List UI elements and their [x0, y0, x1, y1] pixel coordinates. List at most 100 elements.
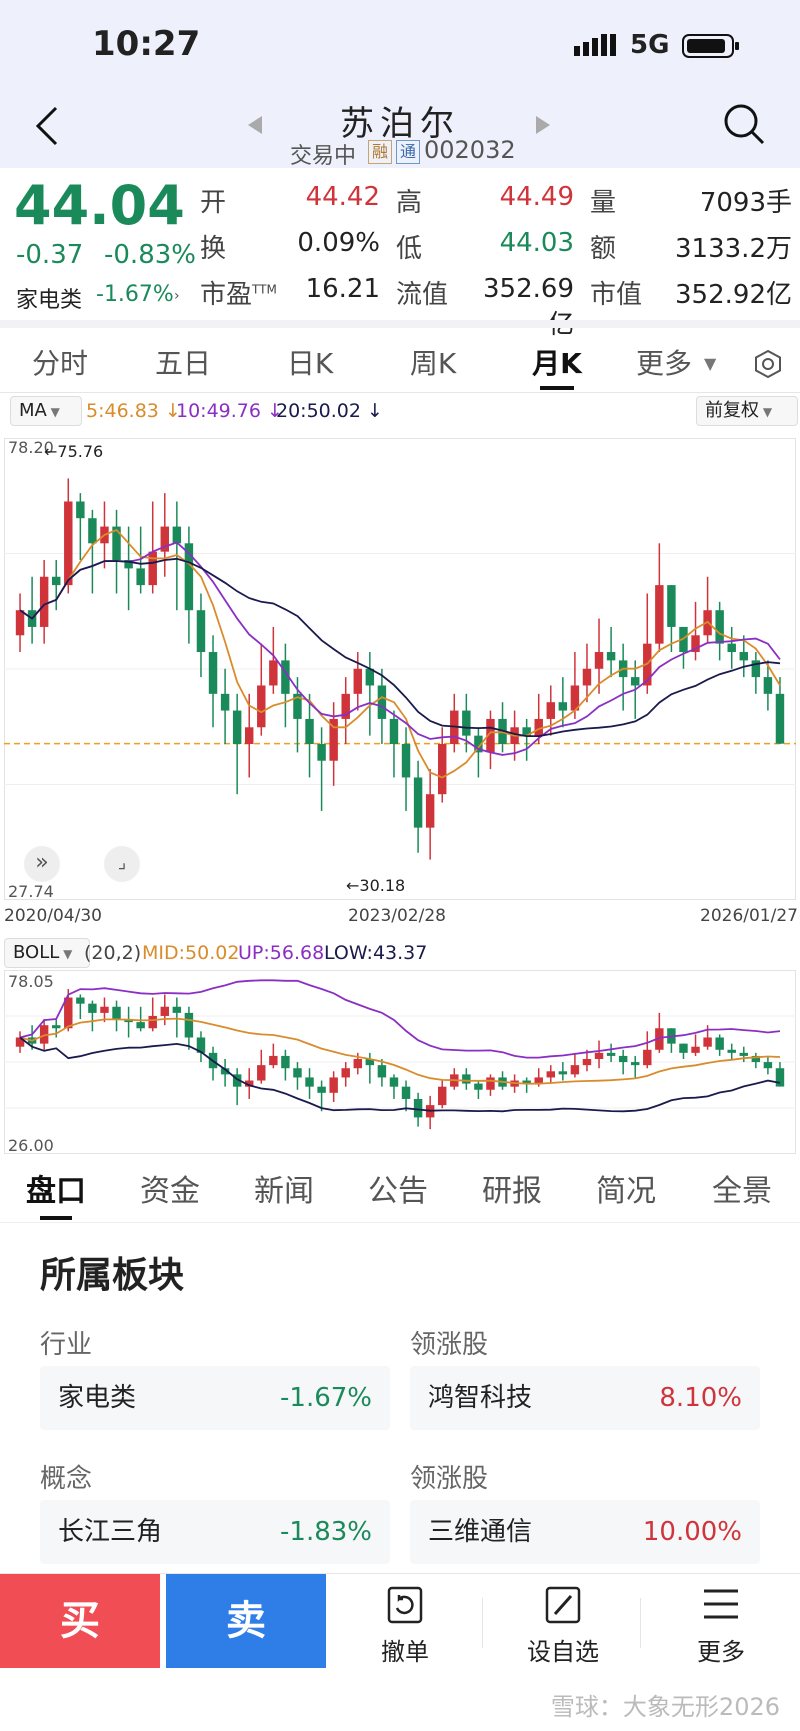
boll-mid-line: [19, 1017, 781, 1085]
tab-announcement[interactable]: 公告: [368, 1174, 428, 1209]
candle-body: [739, 1052, 749, 1056]
industry-change: -1.67%: [280, 1383, 372, 1413]
candle-body: [112, 526, 121, 561]
tab-panel[interactable]: 盘口: [26, 1174, 86, 1209]
low-label: 低: [396, 234, 423, 264]
candle-body: [534, 1077, 543, 1084]
high-annotation: ←75.76: [44, 442, 104, 461]
period-tabs: 分时 五日 日K 周K 月K 更多 ▼: [0, 336, 800, 393]
industry-cell[interactable]: 家电类 -1.67%: [40, 1366, 390, 1430]
boll-up: UP:56.68: [238, 942, 325, 964]
candle-body: [389, 1077, 399, 1087]
adjust-select[interactable]: 前复权 ▼: [696, 396, 798, 426]
tab-research[interactable]: 研报: [482, 1174, 542, 1209]
candle-body: [751, 1055, 761, 1063]
open-label: 开: [200, 188, 227, 218]
candle-body: [88, 518, 97, 544]
candle-body: [353, 668, 363, 694]
candle-body: [257, 685, 266, 728]
concept-leader-cell[interactable]: 三维通信 10.00%: [410, 1500, 760, 1564]
cancel-order-button[interactable]: 撤单: [350, 1574, 460, 1670]
ma10-value: 10:49.76 ↓: [176, 400, 283, 422]
candle-body: [305, 718, 314, 745]
concept-cell[interactable]: 长江三角 -1.83%: [40, 1500, 390, 1564]
tab-more[interactable]: 更多: [635, 347, 692, 380]
candle-body: [570, 1065, 580, 1075]
ma10-line: [19, 541, 781, 756]
divider: [0, 320, 800, 328]
industry-leader-label: 领涨股: [410, 1330, 489, 1360]
candle-body: [437, 744, 447, 795]
tab-five-day[interactable]: 五日: [154, 347, 211, 380]
candle-body: [317, 1086, 326, 1093]
candle-body: [667, 585, 676, 627]
fullscreen-icon[interactable]: ⌟: [104, 846, 140, 882]
candle-body: [15, 610, 25, 636]
sell-button[interactable]: 卖: [166, 1574, 326, 1668]
tab-daily-k[interactable]: 日K: [286, 347, 334, 380]
boll-params: (20,2): [84, 942, 142, 964]
chevron-down-icon[interactable]: ▼: [704, 354, 717, 373]
candle-body: [39, 1025, 49, 1044]
tab-profile[interactable]: 简况: [596, 1174, 656, 1209]
buy-button[interactable]: 买: [0, 1574, 160, 1668]
ma-legend: MA ▼ 5:46.83 ↓ 10:49.76 ↓ 20:50.02 ↓ 前复权…: [0, 394, 800, 430]
candle-body: [232, 710, 242, 745]
monthly-k-chart[interactable]: [4, 438, 796, 900]
concept-leader-name: 三维通信: [428, 1517, 533, 1547]
candle-body: [715, 1037, 724, 1050]
tab-overview[interactable]: 全景: [712, 1174, 772, 1209]
indicator-select[interactable]: MA ▼: [10, 396, 82, 426]
candle-body: [112, 1006, 121, 1020]
x-tick-start: 2020/04/30: [4, 906, 102, 926]
price-change-pct: -0.83%: [104, 240, 196, 270]
tab-capital[interactable]: 资金: [140, 1174, 200, 1209]
add-watchlist-button[interactable]: 设自选: [508, 1574, 618, 1670]
high-value: 44.49: [499, 182, 574, 212]
candle-body: [606, 652, 616, 661]
tab-news[interactable]: 新闻: [254, 1174, 314, 1209]
candle-body: [630, 677, 640, 686]
candle-body: [425, 794, 435, 828]
tab-weekly-k[interactable]: 周K: [409, 347, 457, 380]
candle-body: [413, 1098, 423, 1118]
tab-intraday[interactable]: 分时: [31, 347, 88, 380]
concept-name: 长江三角: [58, 1517, 163, 1547]
settings-icon[interactable]: [752, 348, 784, 384]
candle-body: [281, 660, 290, 694]
float-cap-label: 流值: [396, 280, 449, 310]
industry-leader-change: 8.10%: [659, 1383, 742, 1413]
sector-name[interactable]: 家电类: [16, 288, 83, 313]
more-button[interactable]: 更多: [666, 1574, 776, 1670]
concept-leader-label: 领涨股: [410, 1464, 489, 1494]
back-icon[interactable]: [32, 104, 62, 152]
candle-body: [100, 1006, 109, 1013]
industry-leader-cell[interactable]: 鸿智科技 8.10%: [410, 1366, 760, 1430]
candle-body: [715, 610, 724, 644]
candle-body: [269, 660, 278, 686]
candle-body: [763, 1062, 773, 1069]
boll-chart[interactable]: [4, 970, 796, 1154]
boll-y-min: 26.00: [8, 1136, 54, 1155]
menu-icon: [704, 1589, 738, 1619]
candle-body: [643, 1049, 652, 1066]
sector-arrow-icon[interactable]: ›: [174, 288, 180, 304]
boll-select[interactable]: BOLL ▼: [4, 938, 90, 968]
candle-body: [546, 702, 556, 719]
search-icon[interactable]: [722, 102, 766, 150]
candle-body: [244, 1080, 254, 1087]
candle-body: [51, 1025, 61, 1029]
price-change: -0.37: [16, 240, 84, 270]
candle-body: [317, 744, 326, 761]
concept-leader-change: 10.00%: [642, 1517, 742, 1547]
trade-status: 交易中: [290, 144, 357, 169]
prev-stock-icon[interactable]: [248, 116, 262, 138]
low-value: 44.03: [499, 228, 574, 258]
connect-badge: 通: [396, 140, 420, 164]
tab-monthly-k[interactable]: 月K: [532, 347, 582, 380]
expand-left-icon[interactable]: »: [24, 846, 60, 882]
battery-icon: [682, 34, 742, 62]
watermark-text: 雪球：大象无形2026: [550, 1693, 780, 1721]
next-stock-icon[interactable]: [536, 116, 550, 138]
candle-body: [558, 1071, 568, 1075]
